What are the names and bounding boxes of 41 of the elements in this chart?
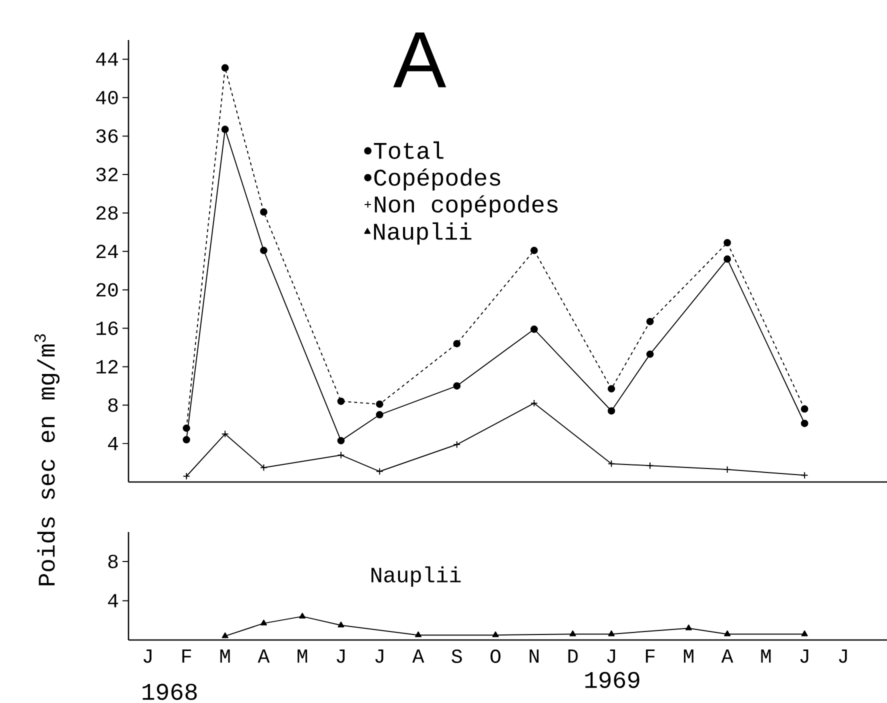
x-tick-label: M xyxy=(298,650,308,663)
x-tick-label: J xyxy=(375,650,384,663)
y-tick-label: 36 xyxy=(96,129,118,143)
y-tick-label: 4 xyxy=(108,437,118,450)
y-tick-label: 28 xyxy=(96,206,118,220)
x-tick-label: J xyxy=(336,650,345,663)
legend-label: Non copépodes xyxy=(374,195,558,218)
y-tick-label: 4 xyxy=(108,594,118,608)
text: 1968 xyxy=(142,684,197,700)
legend-label: Nauplii xyxy=(374,222,472,245)
y-tick-label: 8 xyxy=(108,554,118,568)
y-tick-label: 32 xyxy=(96,168,118,182)
y-tick-label: 44 xyxy=(96,52,118,66)
y-tick-label: 16 xyxy=(96,322,118,336)
x-tick-label: J xyxy=(607,650,616,663)
x-tick-label: O xyxy=(490,650,500,664)
x-tick-label: M xyxy=(761,650,771,663)
y-axis-title: Poids sec en mg/m$^{3}$ xyxy=(34,334,60,586)
y-tick-label: 12 xyxy=(96,360,118,374)
x-tick-label: F xyxy=(182,650,192,663)
x-tick-label: A xyxy=(412,650,424,663)
x-tick-label: M xyxy=(220,650,230,663)
annotation: A xyxy=(393,32,446,88)
legend-label: Total xyxy=(374,141,444,159)
x-tick-label: A xyxy=(721,650,734,663)
x-tick-label: D xyxy=(568,650,578,663)
x-tick-label: A xyxy=(258,650,270,663)
y-tick-label: 8 xyxy=(108,398,118,412)
text: Nauplii xyxy=(372,566,461,587)
x-tick-label: J xyxy=(800,650,808,663)
x-tick-label: J xyxy=(144,650,152,663)
y-tick-label: 24 xyxy=(96,244,118,258)
text: 1969 xyxy=(585,672,640,688)
y-tick-label: 40 xyxy=(96,90,118,104)
x-tick-label: J xyxy=(838,650,847,663)
x-tick-label: M xyxy=(684,650,694,663)
y-tick-label: 20 xyxy=(96,283,118,297)
legend-label: Copépodes xyxy=(374,168,500,191)
x-tick-label: N xyxy=(530,650,539,663)
x-tick-label: S xyxy=(452,650,462,664)
x-tick-label: F xyxy=(646,650,655,663)
